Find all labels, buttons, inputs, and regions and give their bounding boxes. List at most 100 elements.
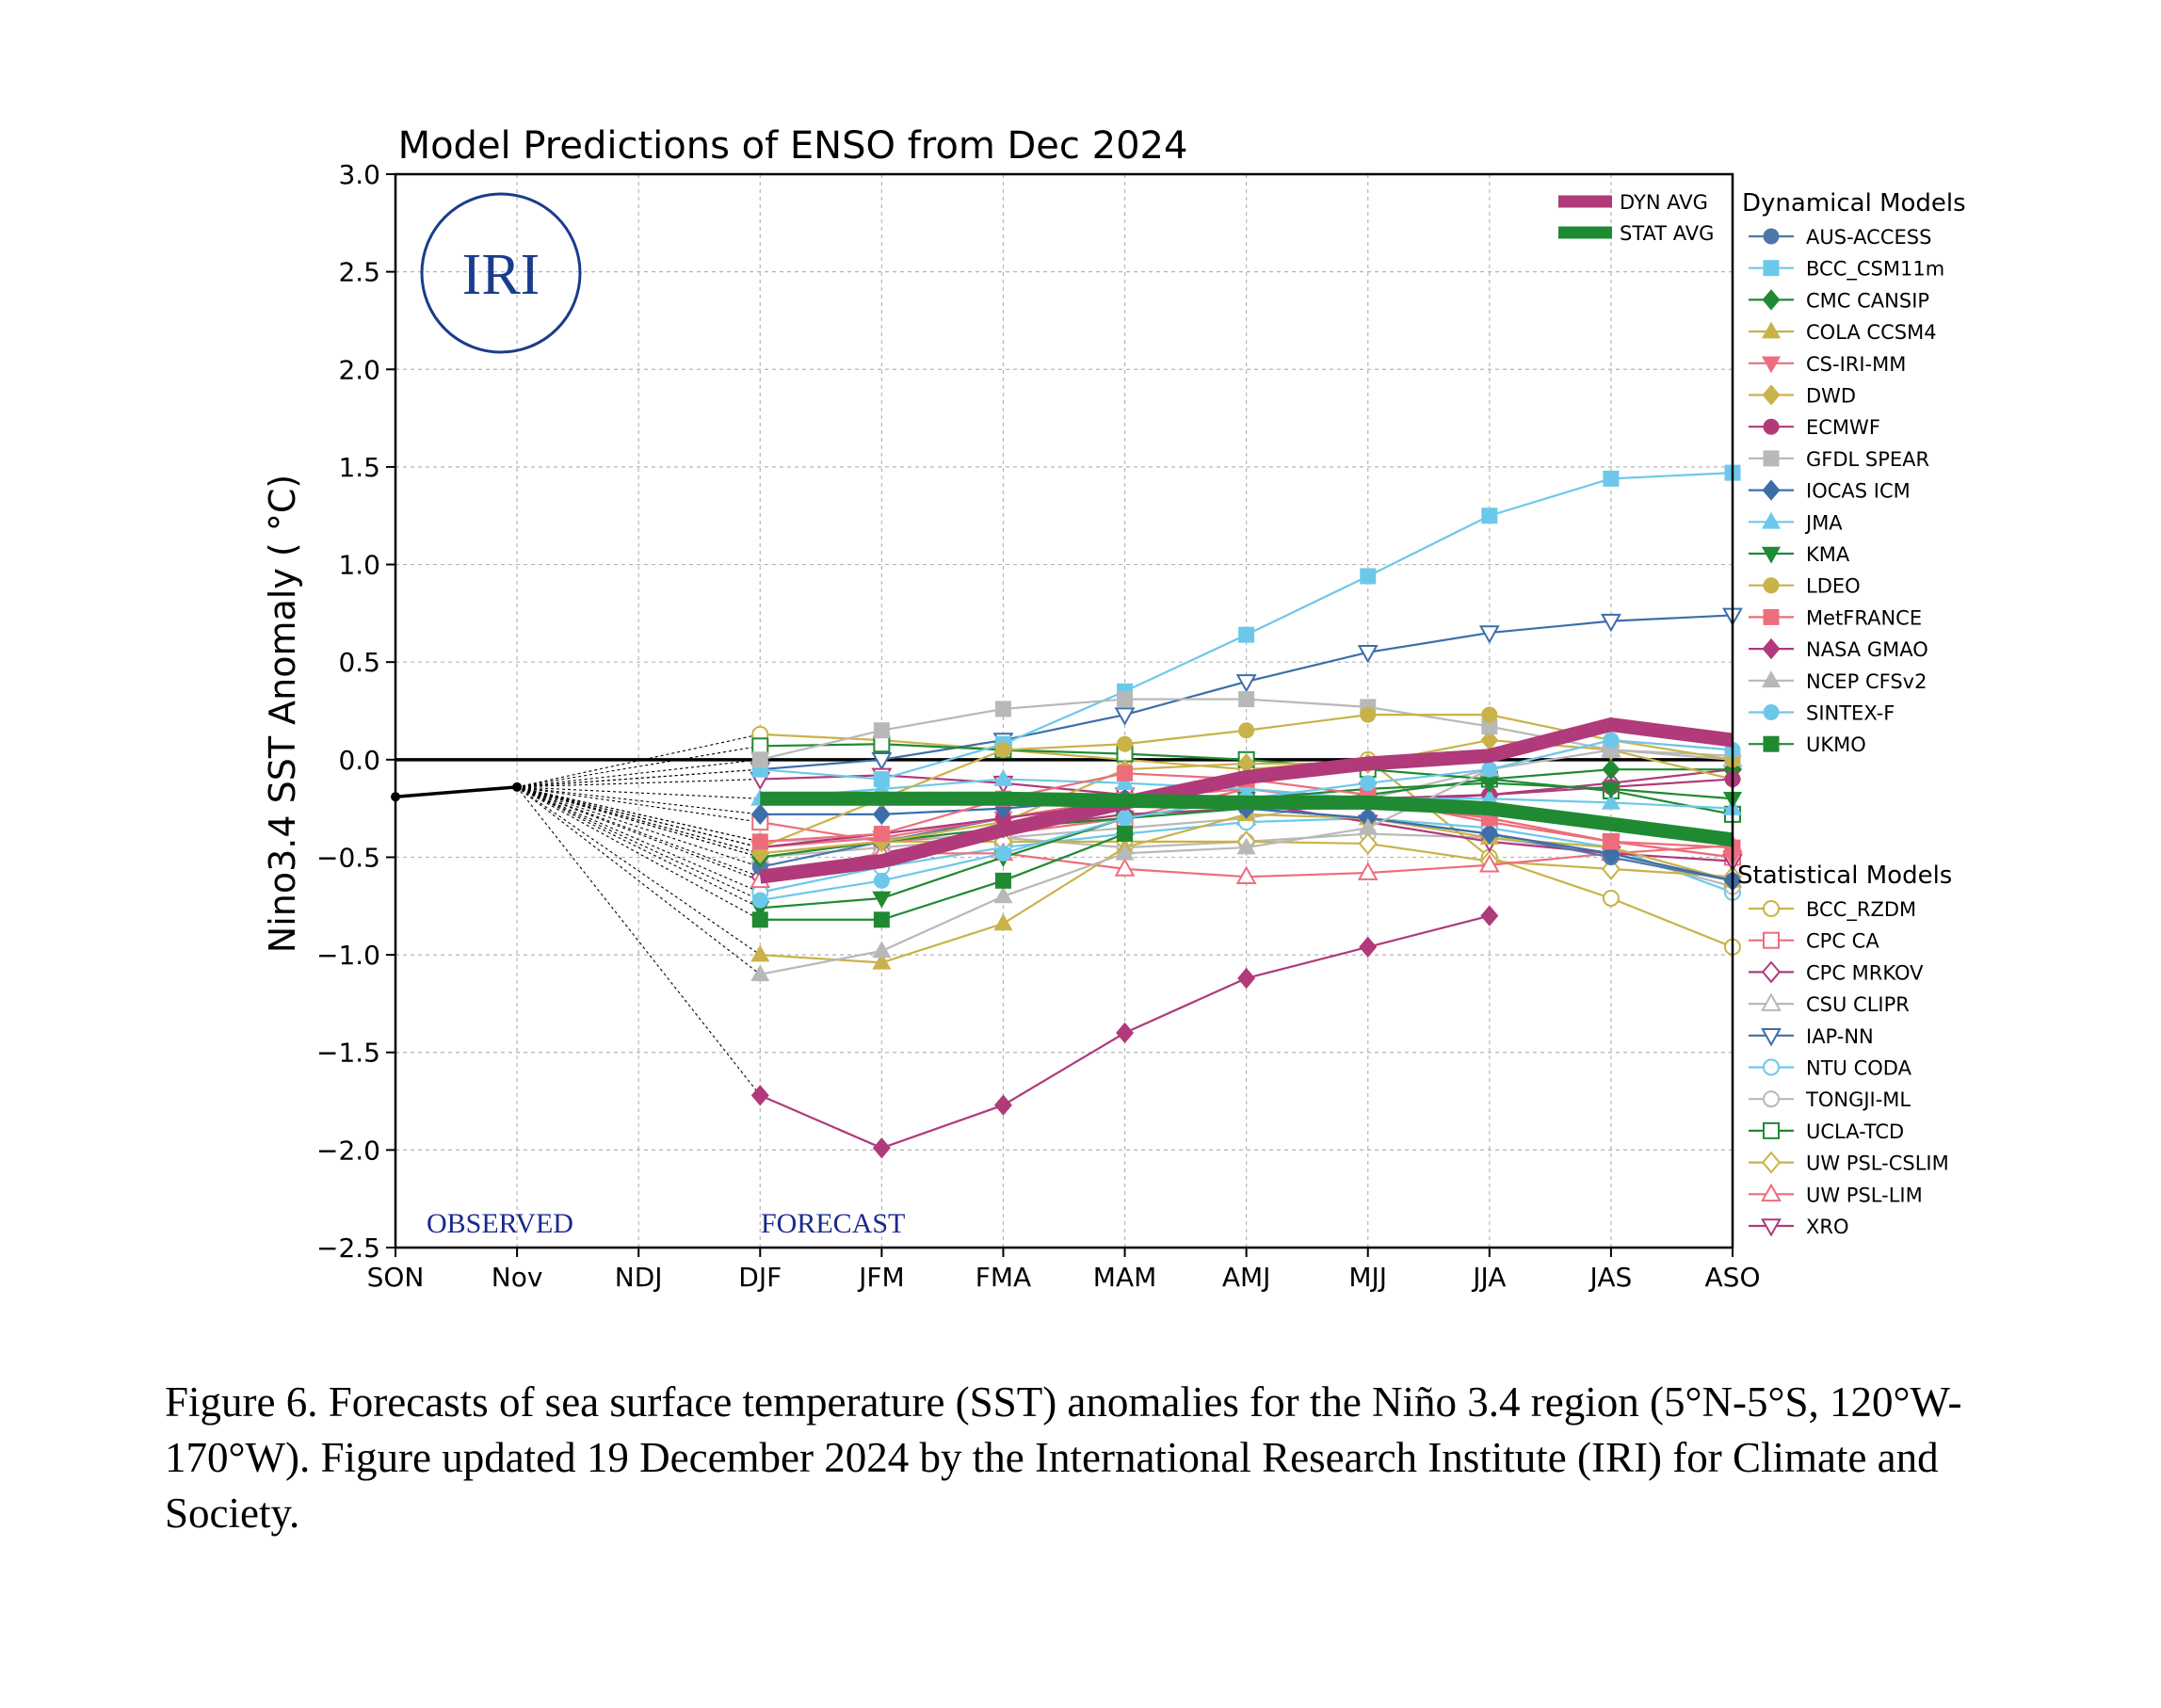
data-point <box>1603 833 1620 850</box>
data-point <box>1357 862 1379 880</box>
data-point <box>873 872 890 889</box>
data-point <box>1480 823 1499 845</box>
grid-lines <box>395 173 1734 1249</box>
legend-label: IAP-NN <box>1806 1025 1874 1048</box>
y-axis-label: Nino3.4 SST Anomaly ( °C) <box>262 475 303 953</box>
data-point <box>1235 865 1257 884</box>
legend-marker <box>1763 1090 1780 1108</box>
fan-line-iocas-icm <box>517 786 761 815</box>
legend-marker <box>1761 546 1782 564</box>
legend-label: COLA CCSM4 <box>1806 321 1937 344</box>
y-tick-label: −0.5 <box>316 842 380 873</box>
legend-marker <box>1763 931 1780 949</box>
y-tick-label: −2.0 <box>316 1135 380 1166</box>
data-point <box>1481 508 1498 524</box>
legend-marker <box>1763 704 1780 720</box>
figure-caption: Figure 6. Forecasts of sea surface tempe… <box>165 1378 1962 1537</box>
legend-label: XRO <box>1806 1216 1849 1238</box>
legend-label: NTU CODA <box>1806 1057 1912 1080</box>
data-point <box>872 1137 891 1159</box>
legend-label: AUS-ACCESS <box>1806 226 1931 249</box>
data-point <box>1602 759 1621 781</box>
fan-line-jma <box>517 786 761 799</box>
legend-item-sintex-f: SINTEX-F <box>1749 702 1895 725</box>
x-tick-label: ASO <box>1705 1262 1761 1293</box>
data-point <box>1603 470 1620 487</box>
fan-line-ldeo <box>516 786 761 848</box>
data-point <box>1238 722 1255 739</box>
data-point <box>751 892 768 909</box>
legend-item-ntu-coda: NTU CODA <box>1749 1057 1912 1080</box>
x-tick-label: JJA <box>1471 1262 1506 1293</box>
data-point <box>1115 843 1135 861</box>
legend-marker <box>1763 1058 1780 1076</box>
data-point <box>1481 706 1498 723</box>
forecast-annotation: FORECAST <box>761 1208 905 1239</box>
data-point <box>1235 674 1257 693</box>
legend-label: JMA <box>1804 511 1843 534</box>
data-point <box>1480 905 1499 927</box>
avg-legend-label: DYN AVG <box>1620 191 1708 214</box>
data-point <box>1603 732 1620 749</box>
legend-label: TONGJI-ML <box>1805 1088 1911 1111</box>
observed-series <box>391 781 523 802</box>
legend-item-kma: KMA <box>1749 543 1850 566</box>
x-tick-label: JAS <box>1588 1262 1633 1293</box>
x-tick-label: FMA <box>976 1262 1031 1293</box>
legend-item-xro: XRO <box>1749 1216 1849 1238</box>
chart-title: Model Predictions of ENSO from Dec 2024 <box>398 124 1188 168</box>
fan-line-uw-psl-lim <box>516 786 761 881</box>
fan-line-ncep-cfsv2 <box>516 786 761 975</box>
legend-label: BCC_CSM11m <box>1806 258 1944 282</box>
legend-marker <box>1761 1218 1782 1237</box>
data-point <box>1117 735 1134 752</box>
fan-line-gfdl-spear <box>517 759 761 788</box>
data-point <box>751 833 768 850</box>
legend-label: CSU CLIPR <box>1806 993 1910 1016</box>
data-point <box>871 752 893 771</box>
data-point <box>1357 645 1379 664</box>
legend-marker <box>1761 992 1782 1011</box>
legend-marker <box>1763 260 1780 277</box>
avg-legend-label: STAT AVG <box>1620 222 1714 245</box>
y-tick-label: −1.5 <box>316 1038 380 1069</box>
fan-line-ucla-tcd <box>516 745 761 788</box>
legend-item-metfrance: MetFRANCE <box>1749 606 1922 629</box>
data-point <box>873 911 890 928</box>
data-point <box>751 751 768 768</box>
model-legend: Dynamical Models AUS-ACCESS BCC_CSM11m CMC… <box>1737 189 1966 1238</box>
y-tick-label: 3.0 <box>338 159 380 190</box>
data-point <box>994 741 1011 758</box>
legend-marker <box>1761 511 1782 529</box>
statistical-legend-items: BCC_RZDM CPC CA CPC MRKOV CSU CLIPR IAP-NN NT… <box>1749 898 1949 1238</box>
legend-item-bcc-csm11m: BCC_CSM11m <box>1749 258 1944 282</box>
y-tick-label: −2.5 <box>316 1233 380 1264</box>
legend-marker <box>1761 670 1782 688</box>
legend-item-iap-nn: IAP-NN <box>1749 1025 1874 1048</box>
legend-item-cpc-ca: CPC CA <box>1749 930 1879 953</box>
legend-label: NASA GMAO <box>1806 638 1928 661</box>
data-point <box>993 1094 1012 1116</box>
legend-marker <box>1762 637 1781 660</box>
data-point <box>1115 773 1135 790</box>
legend-item-gfdl-spear: GFDL SPEAR <box>1749 448 1929 471</box>
data-point <box>993 768 1013 786</box>
legend-item-ucla-tcd: UCLA-TCD <box>1749 1120 1904 1143</box>
data-point <box>872 891 892 909</box>
data-point <box>873 735 891 753</box>
y-tick-label: 1.0 <box>338 550 380 581</box>
data-point <box>994 872 1011 889</box>
fan-line-cola-ccsm4 <box>516 786 761 956</box>
legend-item-ecmwf: ECMWF <box>1749 416 1880 439</box>
data-point <box>1117 765 1134 781</box>
legend-label: UW PSL-CSLIM <box>1806 1152 1949 1175</box>
data-point <box>993 913 1013 931</box>
legend-item-cmc-cansip: CMC CANSIP <box>1749 289 1929 312</box>
y-tick-label: 0.0 <box>338 745 380 776</box>
legend-dynamical-title: Dynamical Models <box>1742 189 1966 218</box>
legend-item-csu-clipr: CSU CLIPR <box>1749 992 1910 1016</box>
legend-item-ncep-cfsv2: NCEP CFSv2 <box>1749 670 1927 693</box>
fan-line-tongji-ml <box>516 786 761 843</box>
data-point <box>1116 1022 1135 1044</box>
series-ukmo <box>751 826 1134 928</box>
